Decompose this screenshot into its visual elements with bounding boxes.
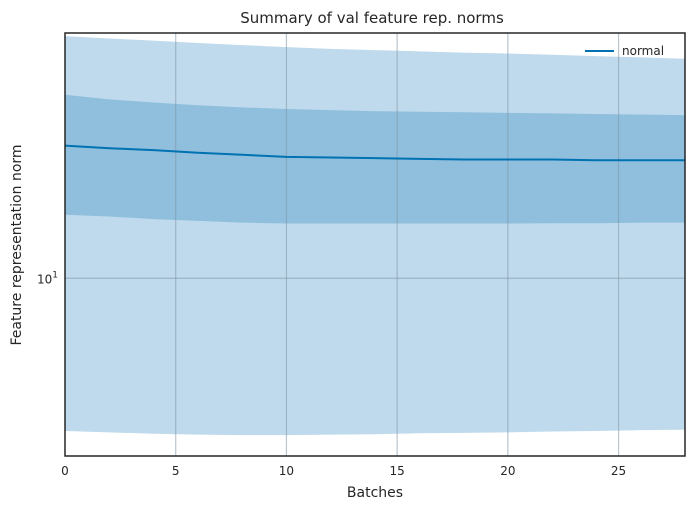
x-axis-label: Batches: [347, 485, 403, 501]
legend-label-normal: normal: [622, 44, 664, 58]
x-axis-ticks: 0 5 10 15 20 25: [61, 464, 626, 478]
plot-frame: [64, 32, 686, 457]
y-axis-ticks: 101: [37, 270, 58, 286]
y-axis-label: Feature representation norm: [9, 144, 25, 345]
x-tick-label: 5: [172, 464, 180, 478]
x-tick-label: 20: [500, 464, 515, 478]
band-outer: [65, 36, 685, 436]
chart-title: Summary of val feature rep. norms: [240, 9, 504, 27]
legend: normal: [585, 44, 664, 58]
x-tick-label: 10: [279, 464, 294, 478]
x-tick-label: 25: [611, 464, 626, 478]
series-line-normal: [64, 144, 685, 162]
grid: [65, 33, 685, 456]
x-tick-label: 15: [390, 464, 405, 478]
y-tick-label: 101: [37, 270, 58, 286]
plot-area: [64, 32, 686, 457]
x-tick-label: 0: [61, 464, 69, 478]
